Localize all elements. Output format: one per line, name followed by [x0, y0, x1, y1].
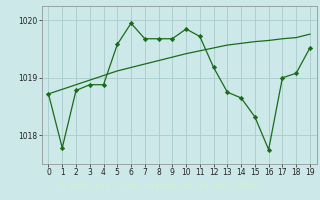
Text: Graphe pression niveau de la mer (hPa): Graphe pression niveau de la mer (hPa) [58, 180, 262, 190]
